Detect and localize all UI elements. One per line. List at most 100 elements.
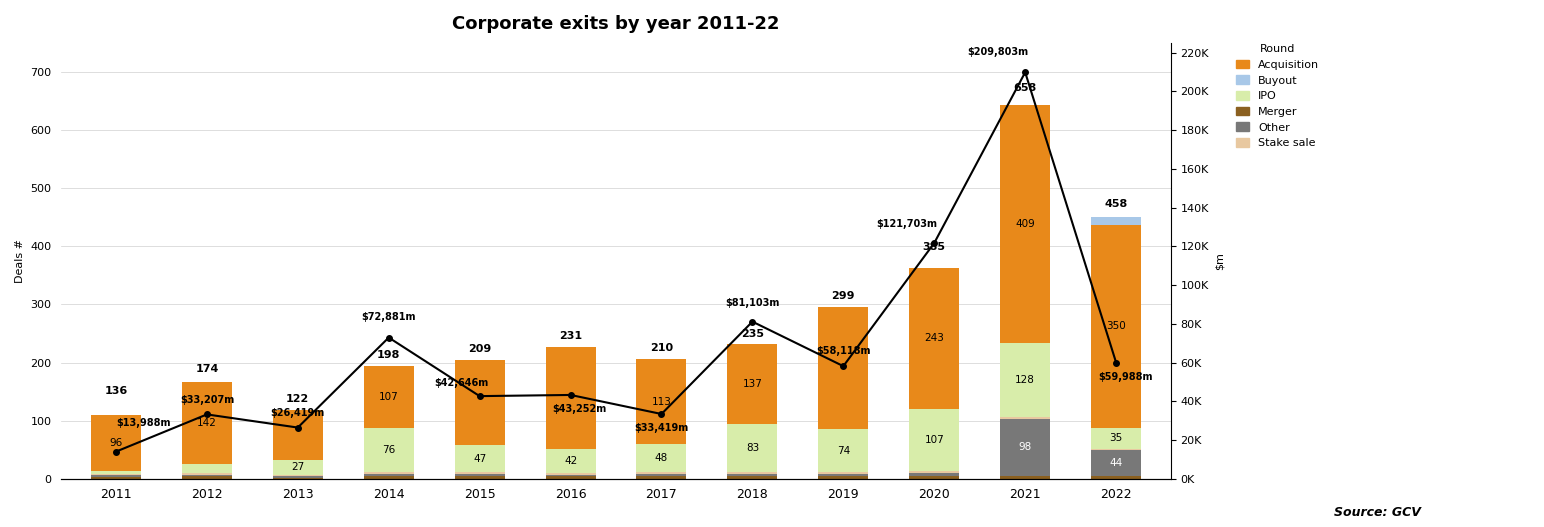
Bar (91, 471, 141, 473)
Text: 42: 42 (564, 456, 577, 466)
Bar (1092, 225, 1141, 428)
Bar (818, 474, 868, 476)
Bar (636, 359, 687, 444)
Bar (909, 471, 959, 473)
Bar (364, 472, 414, 474)
Text: 96: 96 (110, 438, 122, 448)
Bar (727, 345, 778, 424)
Bar (818, 476, 868, 479)
Bar (182, 464, 232, 473)
Text: 128: 128 (1016, 375, 1034, 385)
Bar (818, 430, 868, 472)
Bar (545, 347, 596, 448)
Text: 122: 122 (286, 394, 309, 404)
Bar (545, 475, 596, 476)
Bar (273, 477, 323, 479)
Text: 235: 235 (741, 329, 764, 339)
Text: 44: 44 (1110, 458, 1122, 468)
Text: 76: 76 (381, 445, 395, 455)
Bar (727, 476, 778, 479)
Text: $58,118m: $58,118m (817, 346, 871, 356)
Bar (91, 415, 141, 471)
Text: 174: 174 (195, 364, 219, 374)
Bar (454, 474, 505, 476)
Text: $121,703m: $121,703m (877, 219, 937, 229)
Bar (364, 476, 414, 479)
Bar (1001, 476, 1050, 479)
Bar (273, 410, 323, 460)
Text: $13,988m: $13,988m (116, 418, 170, 428)
Title: Corporate exits by year 2011-22: Corporate exits by year 2011-22 (452, 15, 780, 33)
Text: 142: 142 (198, 418, 216, 428)
Bar (1092, 428, 1141, 448)
Text: 47: 47 (472, 454, 486, 464)
Bar (909, 268, 959, 409)
Text: 98: 98 (1019, 442, 1031, 452)
Bar (636, 476, 687, 479)
Bar (1092, 476, 1141, 479)
Bar (273, 475, 323, 476)
Bar (636, 444, 687, 472)
Text: 209: 209 (468, 344, 491, 354)
Bar (91, 475, 141, 477)
Bar (909, 473, 959, 476)
Bar (1001, 419, 1050, 476)
Legend: Acquisition, Buyout, IPO, Merger, Other, Stake sale: Acquisition, Buyout, IPO, Merger, Other,… (1232, 40, 1323, 153)
Bar (818, 472, 868, 474)
Bar (364, 366, 414, 428)
Text: 210: 210 (650, 343, 673, 353)
Bar (545, 473, 596, 475)
Text: $59,988m: $59,988m (1098, 372, 1152, 382)
Text: 107: 107 (378, 392, 398, 402)
Bar (727, 424, 778, 472)
Text: $209,803m: $209,803m (968, 47, 1028, 57)
Bar (636, 474, 687, 476)
Y-axis label: Deals #: Deals # (15, 239, 25, 283)
Bar (91, 473, 141, 475)
Bar (182, 473, 232, 475)
Bar (91, 477, 141, 479)
Bar (454, 476, 505, 479)
Y-axis label: $m: $m (1215, 252, 1224, 270)
Text: 27: 27 (292, 462, 304, 472)
Bar (727, 474, 778, 476)
Text: 136: 136 (105, 386, 128, 396)
Bar (364, 428, 414, 472)
Bar (182, 476, 232, 479)
Text: 137: 137 (743, 379, 763, 389)
Bar (545, 476, 596, 479)
Text: 48: 48 (655, 453, 669, 463)
Bar (636, 472, 687, 474)
Text: 658: 658 (1013, 83, 1038, 93)
Text: 35: 35 (1110, 433, 1122, 443)
Bar (454, 359, 505, 445)
Text: $43,252m: $43,252m (553, 404, 607, 414)
Bar (182, 475, 232, 476)
Text: 243: 243 (925, 334, 945, 344)
Text: 385: 385 (923, 241, 946, 251)
Bar (1001, 417, 1050, 419)
Text: 350: 350 (1106, 321, 1126, 331)
Bar (1092, 450, 1141, 476)
Text: 107: 107 (925, 435, 943, 445)
Bar (818, 307, 868, 430)
Bar (1092, 217, 1141, 225)
Text: 458: 458 (1104, 199, 1127, 209)
Bar (454, 445, 505, 472)
Text: 299: 299 (832, 291, 855, 301)
Bar (273, 460, 323, 475)
Bar (364, 474, 414, 476)
Text: 198: 198 (377, 350, 400, 360)
Text: $33,207m: $33,207m (179, 395, 235, 405)
Bar (909, 409, 959, 471)
Bar (545, 448, 596, 473)
Bar (182, 382, 232, 464)
Text: 409: 409 (1016, 219, 1034, 229)
Bar (454, 472, 505, 474)
Bar (273, 476, 323, 477)
Text: $33,419m: $33,419m (635, 423, 689, 433)
Text: 83: 83 (746, 443, 760, 453)
Text: 74: 74 (837, 446, 849, 456)
Bar (727, 472, 778, 474)
Bar (1001, 105, 1050, 343)
